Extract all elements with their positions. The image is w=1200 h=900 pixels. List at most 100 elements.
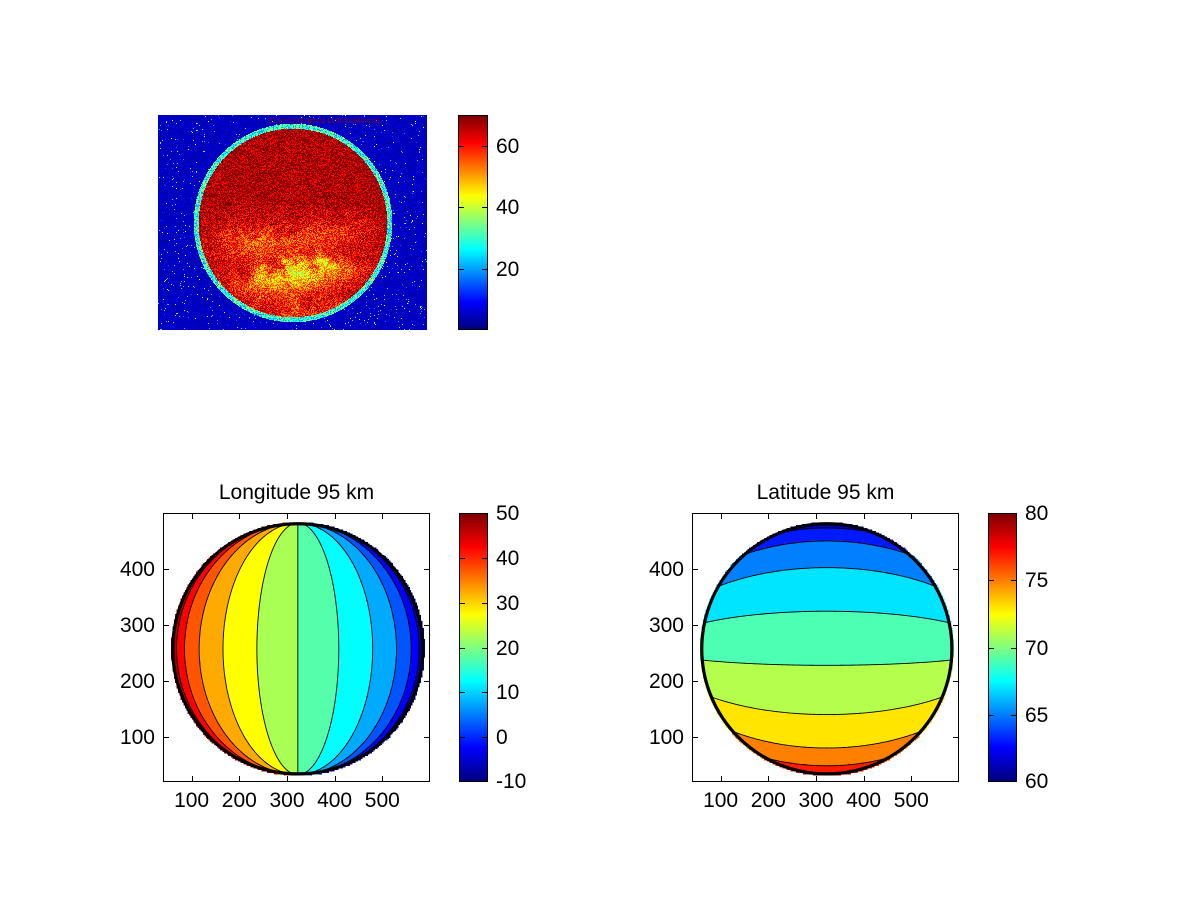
y-axis-tick: [953, 681, 958, 683]
x-axis-tick: [287, 776, 288, 781]
colorbar-tick-label: 70: [1025, 637, 1049, 660]
x-axis-tick: [191, 514, 193, 519]
y-axis-tick: [424, 569, 429, 570]
raw-image-canvas: [158, 115, 427, 330]
y-axis-tick: [424, 681, 429, 683]
colorbar-tick-label: 50: [496, 502, 520, 525]
raw-intensity-image: [158, 115, 427, 330]
y-axis-tick: [164, 737, 169, 739]
colorbar-tick: [989, 781, 994, 782]
x-axis-tick-label: 200: [750, 789, 786, 812]
contour-band: [732, 731, 923, 766]
colorbar-tick-label: 20: [496, 258, 520, 281]
colorbar-tick: [459, 207, 464, 208]
colorbar-tick-label: 80: [1025, 502, 1049, 525]
x-axis-tick: [768, 514, 770, 519]
colorbar-tick-label: 75: [1025, 569, 1049, 592]
y-axis-tick: [693, 681, 698, 683]
y-axis-tick: [164, 569, 169, 570]
colorbar-tick: [989, 513, 994, 514]
field-of-view-outline: [700, 522, 954, 776]
y-axis-tick: [164, 681, 169, 683]
colorbar-tick: [460, 781, 465, 782]
colorbar-tick: [482, 558, 487, 559]
contour-band: [297, 522, 339, 776]
y-axis-tick-label: 200: [119, 670, 155, 694]
contour-band: [222, 522, 295, 776]
y-axis-tick: [953, 625, 958, 627]
y-axis-tick: [693, 569, 698, 570]
x-axis-tick-label: 500: [893, 789, 929, 812]
contour-line: [717, 567, 936, 587]
x-axis-tick: [720, 514, 722, 519]
longitude-contour-svg: [170, 522, 426, 776]
colorbar-tick: [1011, 513, 1016, 514]
colorbar-tick-label: 60: [496, 135, 520, 158]
y-axis-tick: [693, 737, 698, 739]
x-axis-tick-label: 100: [174, 789, 210, 812]
x-axis-tick-label: 400: [317, 789, 353, 812]
x-axis-tick: [334, 514, 336, 519]
colorbar-tick: [460, 648, 465, 649]
colorbar-tick-label: 10: [496, 681, 520, 704]
x-axis-tick: [287, 514, 288, 519]
x-axis-tick-label: 200: [221, 789, 257, 812]
latitude-colorbar-strip: [988, 513, 1017, 782]
x-axis-tick-label: 400: [846, 789, 882, 812]
colorbar-tick-label: 40: [496, 547, 520, 570]
colorbar-tick: [1011, 781, 1016, 782]
latitude-contour-svg: [699, 522, 955, 776]
y-axis-tick: [953, 569, 958, 570]
colorbar-tick: [482, 781, 487, 782]
colorbar-tick-label: 30: [496, 592, 520, 615]
y-axis-tick-label: 300: [648, 614, 684, 638]
raw-colorbar-strip: [458, 115, 488, 330]
colorbar-tick: [989, 580, 994, 581]
colorbar-tick: [460, 692, 465, 693]
colorbar-tick: [482, 603, 487, 604]
x-axis-tick: [191, 776, 193, 781]
colorbar-tick: [482, 207, 487, 208]
colorbar-tick: [482, 648, 487, 649]
colorbar-tick: [482, 269, 487, 270]
x-axis-tick: [720, 776, 722, 781]
colorbar-tick: [482, 692, 487, 693]
y-axis-tick-label: 200: [648, 670, 684, 694]
colorbar-tick: [1011, 580, 1016, 581]
colorbar-tick-label: 0: [496, 726, 508, 749]
contour-band: [699, 610, 955, 667]
colorbar-tick: [460, 737, 465, 738]
longitude-axes: [163, 513, 430, 782]
contour-band: [701, 660, 953, 716]
x-axis-tick: [863, 514, 865, 519]
contour-band: [302, 522, 374, 776]
y-axis-tick: [164, 625, 169, 627]
y-axis-tick-label: 100: [119, 726, 155, 750]
colorbar-tick: [482, 513, 487, 514]
colorbar-tick-label: 65: [1025, 704, 1049, 727]
raw-image-colorbar: 20 40 60: [458, 115, 558, 330]
longitude-plot-title: Longitude 95 km: [218, 481, 375, 504]
contour-band: [702, 567, 952, 623]
contour-line: [743, 540, 908, 556]
contour-band: [184, 522, 288, 776]
colorbar-tick: [482, 737, 487, 738]
colorbar-tick-label: 60: [1025, 770, 1049, 793]
y-axis-tick-label: 400: [119, 558, 155, 581]
y-axis-tick: [693, 625, 698, 627]
x-axis-tick: [816, 776, 817, 781]
x-axis-tick-label: 500: [364, 789, 400, 812]
colorbar-tick: [1011, 648, 1016, 649]
colorbar-tick: [460, 558, 465, 559]
colorbar-tick-label: -10: [496, 770, 527, 793]
x-axis-tick: [239, 514, 241, 519]
x-axis-tick-label: 300: [798, 789, 834, 812]
latitude-plot-title: Latitude 95 km: [756, 481, 895, 504]
contour-band: [741, 528, 910, 556]
colorbar-tick: [459, 146, 464, 147]
x-axis-tick-label: 100: [703, 789, 739, 812]
y-axis-tick-label: 400: [648, 558, 684, 581]
contour-band: [309, 522, 412, 776]
contour-band: [306, 522, 398, 776]
x-axis-tick: [911, 514, 913, 519]
